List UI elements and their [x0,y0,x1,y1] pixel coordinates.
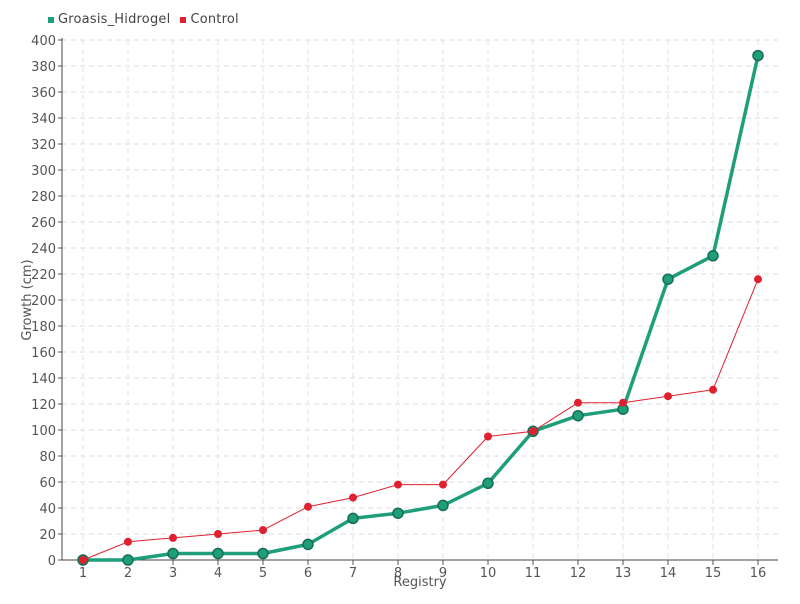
x-tick-label: 13 [615,566,632,581]
data-point [392,507,404,519]
y-tick-label: 360 [31,86,56,101]
data-point [572,409,584,422]
data-point [754,275,762,284]
y-tick-label: 160 [31,346,56,361]
y-axis-label: Growth (cm) [20,259,35,340]
data-point [79,556,87,564]
x-tick-label: 10 [480,566,497,581]
axes [58,38,778,565]
x-tick-label: 7 [349,566,357,581]
y-tick-label: 300 [31,164,56,179]
y-tick-label: 80 [39,450,56,465]
data-point [619,398,627,407]
y-tick-label: 280 [31,190,56,205]
x-tick-label: 16 [750,566,767,581]
data-point [212,547,224,560]
legend-label-groasis: Groasis_Hidrogel [58,12,171,27]
data-point [529,427,537,436]
y-tick-label: 240 [31,242,56,257]
series-line [82,279,759,561]
y-tick-label: 380 [31,60,56,75]
x-tick-label: 5 [259,566,267,581]
x-tick-label: 2 [124,566,132,581]
data-point [347,512,359,525]
y-tick-label: 20 [39,528,56,543]
data-point [437,499,449,512]
legend: Groasis_Hidrogel Control [48,12,239,27]
series-groasis-hidrogel [77,49,764,566]
data-point [122,554,134,566]
y-tick-label: 0 [48,554,56,569]
y-tick-label: 400 [31,34,56,49]
data-point [574,398,582,407]
data-point [124,537,132,546]
legend-item-groasis[interactable]: Groasis_Hidrogel [48,12,170,27]
y-tick-label: 340 [31,112,56,127]
data-point [304,502,312,511]
series-control [79,275,762,564]
data-point [482,477,494,490]
data-point [752,49,764,62]
grid-lines [62,39,778,560]
data-point [484,432,492,441]
y-tick-label: 180 [31,320,56,335]
data-point [259,526,267,535]
data-point [349,493,357,502]
y-tick-label: 200 [31,294,56,309]
y-tick-label: 140 [31,372,56,387]
x-tick-label: 4 [214,566,222,581]
x-tick-label: 15 [705,566,722,581]
x-axis-label: Registry [393,575,447,590]
data-point [257,547,269,560]
x-tick-label: 9 [439,566,447,581]
x-tick-label: 1 [79,566,87,581]
y-tick-label: 100 [31,424,56,439]
series-line [83,55,760,562]
data-point [709,385,717,394]
x-tick-label: 6 [304,566,312,581]
data-point [169,533,177,542]
x-tick-labels: 1 2 3 4 5 6 7 8 9 10 11 12 13 14 15 16 [79,566,766,581]
data-point [167,547,179,560]
data-point [214,530,222,538]
data-point [664,392,672,401]
data-point [662,273,674,285]
y-tick-label: 60 [39,476,56,491]
x-tick-label: 8 [394,566,402,581]
data-point [439,480,447,489]
legend-label-control: Control [190,12,239,27]
y-tick-label: 260 [31,216,56,231]
data-point [707,250,719,262]
y-tick-label: 320 [31,138,56,153]
legend-swatch-control [180,16,187,23]
legend-item-control[interactable]: Control [180,12,239,27]
data-point [302,538,314,551]
y-tick-labels: 0 20 40 60 80 100 120 140 160 180 200 220 240 260 280 3… [31,34,56,569]
x-tick-label: 3 [169,566,177,581]
legend-swatch-groasis [48,16,54,23]
data-point [394,480,402,489]
series-group [77,49,764,566]
y-tick-label: 220 [31,268,56,283]
x-tick-label: 11 [525,566,542,581]
x-tick-label: 14 [660,566,677,581]
x-tick-label: 12 [570,566,587,581]
y-tick-label: 40 [39,502,56,517]
y-tick-label: 120 [31,398,56,413]
